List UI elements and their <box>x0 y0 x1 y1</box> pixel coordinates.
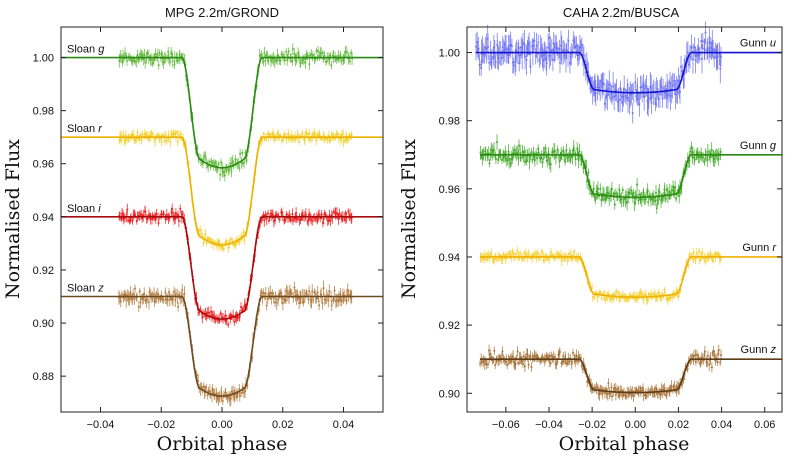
right-x-tick-label: −0.06 <box>492 419 520 431</box>
right-x-tick-label: 0.06 <box>754 419 775 431</box>
error-bars <box>119 128 353 253</box>
left-y-tick-label: 0.92 <box>33 265 54 277</box>
series-label-band: u <box>770 38 776 50</box>
series-label-band: g <box>770 140 777 152</box>
series-gunn-z: Gunn z <box>479 344 782 402</box>
left-x-tick-label: 0.00 <box>211 419 232 431</box>
right-x-tick-label: 0.00 <box>625 419 646 431</box>
model-curve <box>475 51 782 94</box>
series-label-name: Sloan <box>67 123 98 135</box>
data-points <box>479 349 722 398</box>
series-label-name: Gunn <box>741 344 771 356</box>
left-panel-frame <box>60 26 384 413</box>
right-x-tick-label: −0.02 <box>578 419 606 431</box>
error-bars <box>480 246 722 305</box>
series-label-name: Gunn <box>740 38 770 50</box>
left-panel-x-axis-title: Orbital phase <box>157 433 288 455</box>
right-x-tick-label: 0.04 <box>711 419 732 431</box>
series-sloan-z: Sloan z <box>61 280 383 407</box>
right-x-tick-label: 0.02 <box>668 419 689 431</box>
series-label-name: Gunn <box>742 242 772 254</box>
model-curve <box>61 136 383 246</box>
data-points <box>118 207 353 326</box>
series-label-band: g <box>98 44 105 56</box>
series-gunn-r: Gunn r <box>479 242 782 305</box>
series-label-band: r <box>772 242 777 254</box>
error-bars <box>118 280 353 407</box>
left-panel-y-axis-title: Normalised Flux <box>2 139 24 299</box>
right-y-tick-label: 0.90 <box>439 388 460 400</box>
series-gunn-g: Gunn g <box>479 134 782 214</box>
series-label-name: Sloan <box>67 44 98 56</box>
series-sloan-g: Sloan g <box>61 43 383 182</box>
left-panel-ticks: −0.04 −0.02 0.00 0.02 0.04 0.88 0.90 0.92 0.94 0.… <box>33 27 383 431</box>
right-panel-x-axis-title: Orbital phase <box>559 433 690 455</box>
left-x-tick-label: −0.02 <box>147 419 175 431</box>
series-gunn-u: Gunn u <box>475 21 782 124</box>
series-label: Sloan z <box>67 283 104 295</box>
series-label-band: z <box>770 344 777 356</box>
model-curve <box>479 153 782 199</box>
series-label: Gunn r <box>742 242 777 254</box>
model-curve <box>479 256 782 298</box>
series-label: Gunn u <box>740 38 776 50</box>
model-curve <box>61 56 383 169</box>
series-label: Sloan i <box>67 203 101 215</box>
left-y-tick-label: 0.98 <box>33 106 54 118</box>
series-label: Sloan g <box>67 44 105 56</box>
data-points <box>479 249 722 303</box>
series-label: Gunn g <box>740 140 777 152</box>
right-panel-ticks: −0.06 −0.04 −0.02 0.00 0.02 0.04 0.06 0.90 0.92 0… <box>439 27 782 431</box>
series-label-name: Sloan <box>67 283 98 295</box>
model-curve <box>479 358 782 394</box>
series-sloan-r: Sloan r <box>61 123 383 253</box>
left-x-tick-label: 0.02 <box>272 419 293 431</box>
right-y-tick-label: 0.92 <box>439 320 460 332</box>
series-label: Sloan r <box>67 123 103 135</box>
series-label-name: Sloan <box>67 203 98 215</box>
left-x-tick-label: 0.04 <box>333 419 354 431</box>
right-panel-title: CAHA 2.2m/BUSCA <box>563 5 680 20</box>
series-label-band: r <box>98 123 103 135</box>
series-label-band: i <box>98 203 101 215</box>
left-y-tick-label: 0.88 <box>33 371 54 383</box>
data-points <box>475 31 722 114</box>
data-points <box>118 286 353 402</box>
error-bars <box>118 43 353 182</box>
left-y-tick-label: 0.94 <box>33 212 54 224</box>
right-y-tick-label: 0.98 <box>439 116 460 128</box>
left-y-tick-label: 1.00 <box>33 53 54 65</box>
left-y-tick-label: 0.96 <box>33 159 54 171</box>
right-x-tick-label: −0.04 <box>535 419 563 431</box>
right-panel-y-axis-title: Normalised Flux <box>398 139 420 299</box>
model-curve <box>61 295 383 397</box>
left-x-tick-label: −0.04 <box>87 419 115 431</box>
error-bars <box>118 203 353 328</box>
series-label: Gunn z <box>741 344 777 356</box>
series-label-band: z <box>97 283 104 295</box>
series-sloan-i: Sloan i <box>61 203 383 328</box>
left-y-tick-label: 0.90 <box>33 318 54 330</box>
data-points <box>118 131 353 250</box>
right-y-tick-label: 1.00 <box>439 48 460 60</box>
right-panel-frame <box>466 26 783 413</box>
series-label-name: Gunn <box>740 140 770 152</box>
right-y-tick-label: 0.94 <box>439 252 460 264</box>
right-y-tick-label: 0.96 <box>439 184 460 196</box>
model-curve <box>61 216 383 320</box>
left-panel-title: MPG 2.2m/GROND <box>165 5 279 20</box>
